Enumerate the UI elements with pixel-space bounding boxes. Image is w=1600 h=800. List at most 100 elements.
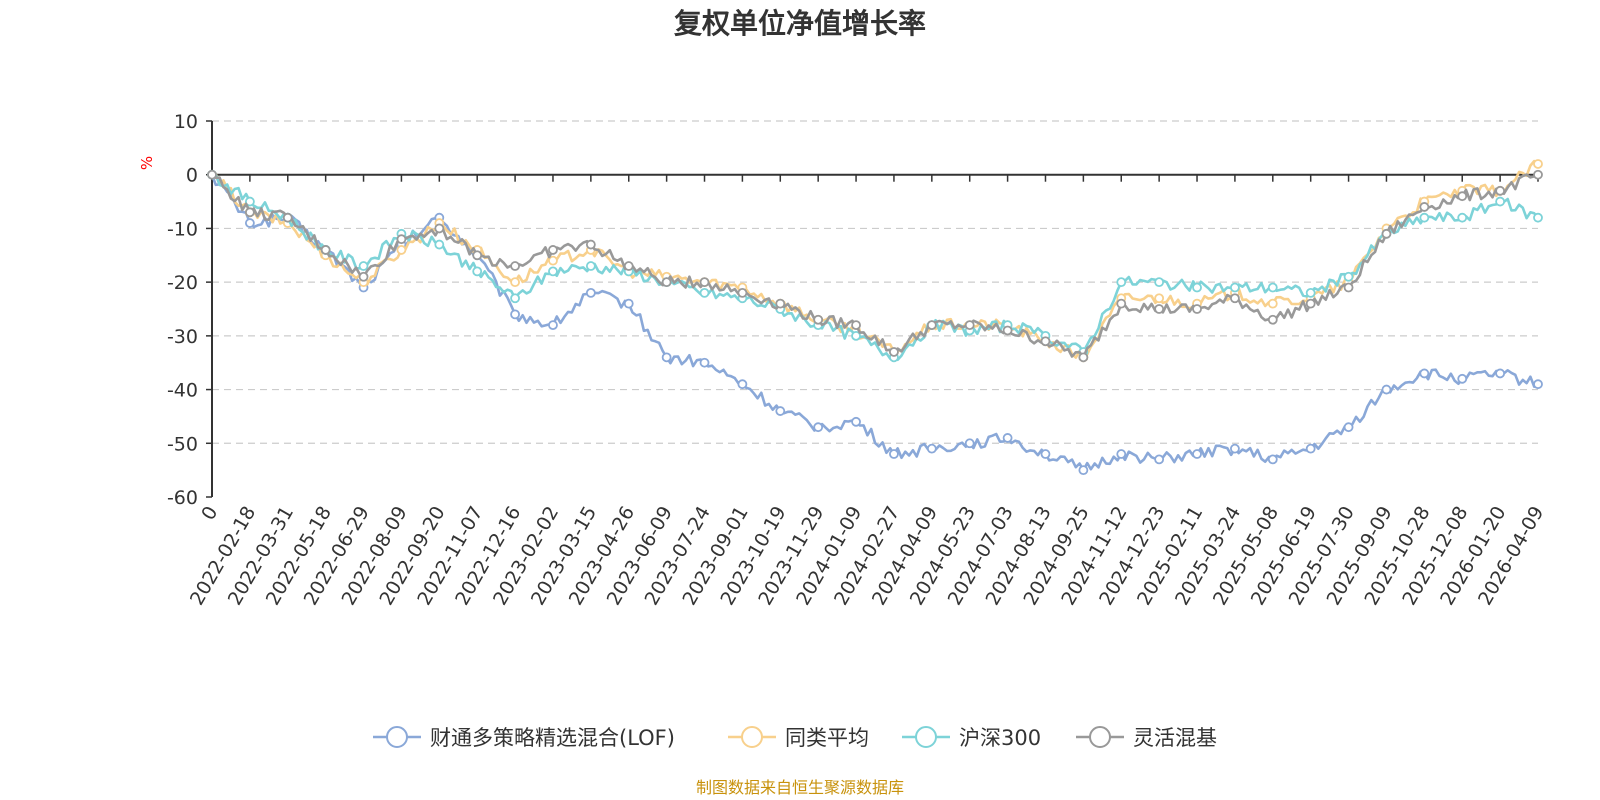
data-point <box>1457 212 1468 223</box>
data-point <box>926 320 937 331</box>
data-point <box>1381 228 1392 239</box>
data-point <box>699 287 710 298</box>
data-point <box>548 245 558 255</box>
data-point <box>1078 352 1089 363</box>
data-point <box>889 449 899 459</box>
data-point <box>548 320 558 331</box>
data-point <box>1533 169 1543 180</box>
data-point <box>1457 191 1468 202</box>
series-line <box>211 159 1539 359</box>
data-point <box>623 298 634 309</box>
data-point <box>585 239 596 250</box>
data-point <box>282 212 293 223</box>
legend-label: 沪深300 <box>959 726 1041 750</box>
data-point <box>926 443 937 454</box>
data-point <box>434 239 445 250</box>
data-point <box>1267 314 1278 325</box>
data-point <box>1230 282 1240 293</box>
legend-label: 同类平均 <box>785 726 869 750</box>
data-point <box>1154 293 1165 304</box>
data-point <box>1533 212 1543 223</box>
data-point <box>813 422 824 433</box>
data-point <box>699 357 710 368</box>
series-0 <box>207 169 1543 476</box>
legend-marker <box>386 726 408 748</box>
data-point <box>889 347 899 357</box>
data-point <box>623 261 634 271</box>
data-point <box>320 245 331 255</box>
legend-item[interactable]: 灵活混基 <box>1076 726 1217 750</box>
data-point <box>1419 212 1430 223</box>
data-point <box>358 261 369 271</box>
data-point <box>1457 373 1468 384</box>
data-point <box>244 196 255 207</box>
legend-item[interactable]: 沪深300 <box>902 726 1041 750</box>
x-axis-ticks: 02022-02-182022-03-312022-05-182022-06-2… <box>186 174 1548 609</box>
data-point <box>964 438 975 449</box>
series-line <box>211 173 1539 359</box>
data-point <box>1267 454 1278 465</box>
data-point <box>1192 282 1202 293</box>
y-tick-label: -50 <box>167 433 198 455</box>
data-point <box>1040 336 1051 347</box>
y-tick-label: -20 <box>167 272 198 294</box>
data-point <box>244 218 255 228</box>
legend-label: 灵活混基 <box>1133 726 1217 750</box>
y-axis-unit-label: % <box>138 156 156 170</box>
data-point <box>472 250 483 261</box>
data-point <box>1267 282 1278 293</box>
y-tick-label: 0 <box>186 165 198 187</box>
data-point <box>434 223 445 234</box>
data-point <box>548 266 558 277</box>
data-point <box>737 379 748 390</box>
data-point <box>775 298 786 309</box>
data-point <box>510 309 520 320</box>
y-tick-label: -30 <box>167 326 198 348</box>
series-line <box>211 173 1539 362</box>
y-tick-label: -40 <box>167 380 198 402</box>
data-point <box>1495 196 1506 207</box>
data-point <box>1002 433 1013 443</box>
data-point <box>1343 422 1354 433</box>
legend-marker <box>741 726 763 748</box>
legend-marker <box>1089 726 1111 748</box>
data-point <box>661 352 672 363</box>
data-point <box>396 234 407 245</box>
axes <box>211 121 1538 497</box>
data-point <box>737 287 748 298</box>
legend-label: 财通多策略精选混合(LOF) <box>430 726 675 750</box>
data-point <box>1116 277 1127 288</box>
data-point <box>1230 443 1240 454</box>
source-note: 制图数据来自恒生聚源数据库 <box>696 778 904 797</box>
data-point <box>1002 325 1013 336</box>
y-tick-label: -60 <box>167 487 198 509</box>
data-point <box>585 287 596 298</box>
data-point <box>358 271 369 282</box>
data-point <box>510 277 520 288</box>
data-point <box>1533 159 1543 169</box>
legend-marker <box>915 726 937 748</box>
data-point <box>1116 298 1127 309</box>
data-point <box>472 266 483 277</box>
data-point <box>548 255 558 266</box>
series-1 <box>207 159 1543 363</box>
data-point <box>1040 449 1051 459</box>
data-point <box>1305 298 1316 309</box>
data-point <box>775 406 786 416</box>
data-point <box>1343 282 1354 293</box>
data-point <box>661 277 672 288</box>
legend-item[interactable]: 同类平均 <box>728 726 869 750</box>
data-point <box>1305 287 1316 298</box>
legend-item[interactable]: 财通多策略精选混合(LOF) <box>373 726 675 750</box>
legend[interactable]: 财通多策略精选混合(LOF) 同类平均 沪深300 灵活混基 <box>373 726 1217 750</box>
data-point <box>1419 202 1430 212</box>
data-point <box>1305 443 1316 454</box>
y-tick-label: 10 <box>174 111 198 133</box>
data-point <box>1230 293 1240 304</box>
data-point <box>207 169 217 180</box>
data-point <box>396 245 407 255</box>
data-point <box>851 320 861 331</box>
data-point <box>1154 304 1165 314</box>
data-point <box>1343 271 1354 282</box>
